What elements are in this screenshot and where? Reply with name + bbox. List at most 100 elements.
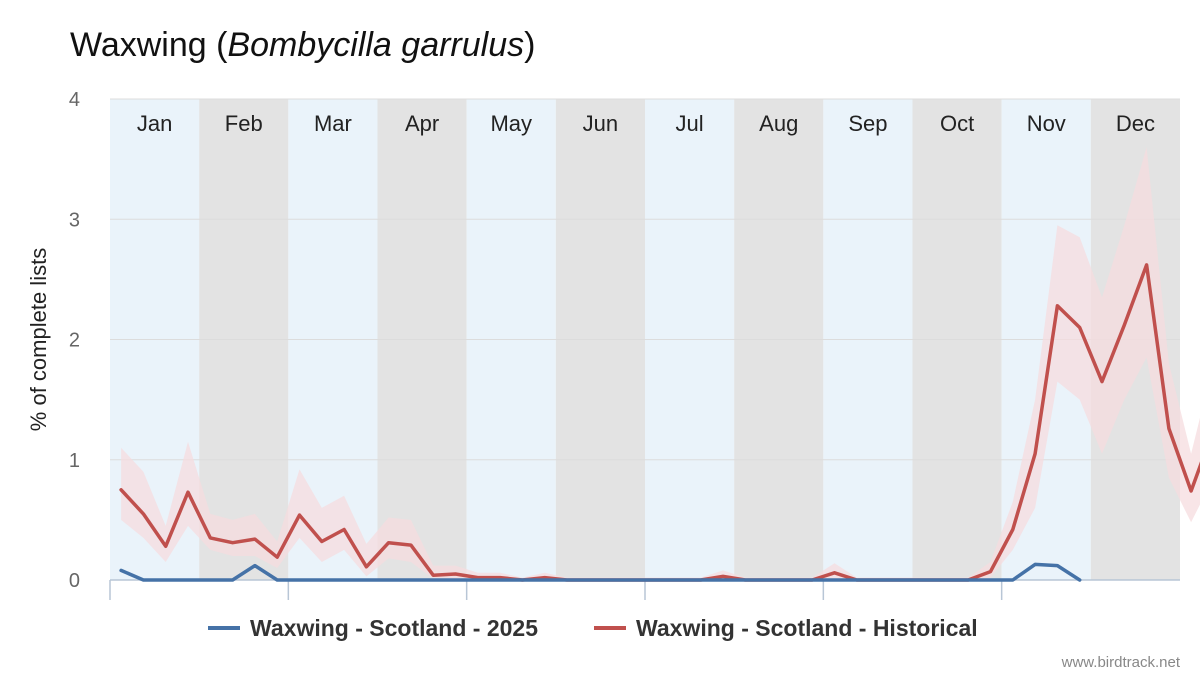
- series-historical-point: [1056, 304, 1059, 307]
- series-2025-point: [989, 579, 992, 582]
- series-2025-point: [499, 579, 502, 582]
- series-historical-point: [432, 574, 435, 577]
- y-tick-label: 2: [69, 330, 80, 352]
- series-2025-point: [855, 579, 858, 582]
- series-2025-point: [677, 579, 680, 582]
- series-2025-point: [320, 579, 323, 582]
- series-2025-point: [922, 579, 925, 582]
- series-2025-point: [432, 579, 435, 582]
- legend-2025-label: Waxwing - Scotland - 2025: [250, 615, 538, 641]
- month-label-aug: Aug: [759, 111, 798, 136]
- series-historical-point: [1145, 263, 1148, 266]
- series-2025-point: [164, 579, 167, 582]
- series-historical-point: [120, 488, 123, 491]
- series-historical-point: [164, 545, 167, 548]
- title-common-name: Waxwing: [70, 26, 207, 64]
- series-2025-point: [878, 579, 881, 582]
- series-historical-point: [409, 544, 412, 547]
- series-historical-point: [298, 514, 301, 517]
- series-2025-point: [365, 579, 368, 582]
- month-label-jun: Jun: [583, 111, 618, 136]
- month-label-sep: Sep: [848, 111, 887, 136]
- series-2025-point: [766, 579, 769, 582]
- title-scientific-name: Bombycilla garrulus: [227, 26, 525, 64]
- series-historical-point: [1123, 324, 1126, 327]
- series-2025-point: [944, 579, 947, 582]
- series-2025-point: [900, 579, 903, 582]
- series-historical-point: [454, 573, 457, 576]
- month-label-jan: Jan: [137, 111, 172, 136]
- series-historical-confidence-band: [121, 147, 1200, 580]
- series-2025-point: [722, 579, 725, 582]
- series-historical-point: [387, 541, 390, 544]
- series-historical-point: [1101, 380, 1104, 383]
- month-label-nov: Nov: [1027, 111, 1066, 136]
- y-tick-label: 4: [69, 89, 80, 111]
- series-2025-point: [276, 579, 279, 582]
- series-2025-point: [1078, 579, 1081, 582]
- series-2025-point: [610, 579, 613, 582]
- series-2025-point: [1011, 579, 1014, 582]
- series-historical-point: [1034, 452, 1037, 455]
- series-historical-point: [320, 540, 323, 543]
- series-2025-point: [521, 579, 524, 582]
- series-historical-point: [722, 575, 725, 578]
- series-2025-point: [543, 579, 546, 582]
- series-2025-point: [1034, 563, 1037, 566]
- series-historical-point: [276, 556, 279, 559]
- series-historical-point: [1011, 528, 1014, 531]
- series-2025-point: [811, 579, 814, 582]
- chart-title: Waxwing (Bombycilla garrulus): [70, 26, 536, 64]
- series-2025-point: [833, 579, 836, 582]
- series-2025-point: [120, 569, 123, 572]
- series-2025-point: [343, 579, 346, 582]
- series-2025-point: [387, 579, 390, 582]
- series-2025-line: [119, 562, 1082, 582]
- series-2025-point: [788, 579, 791, 582]
- series-2025-point: [454, 579, 457, 582]
- series-historical-point: [209, 536, 212, 539]
- series-historical-point: [365, 565, 368, 568]
- series-2025-point: [588, 579, 591, 582]
- series-historical-point: [231, 541, 234, 544]
- series-2025-point: [655, 579, 658, 582]
- series-2025-point: [566, 579, 569, 582]
- series-2025-point: [1056, 564, 1059, 567]
- month-label-may: May: [490, 111, 532, 136]
- series-historical-point: [253, 538, 256, 541]
- y-tick-label: 3: [69, 209, 80, 231]
- series-historical-point: [1167, 427, 1170, 430]
- series-historical-point: [833, 571, 836, 574]
- month-label-feb: Feb: [225, 111, 263, 136]
- month-label-apr: Apr: [405, 111, 439, 136]
- series-2025-point: [744, 579, 747, 582]
- series-historical-point: [187, 491, 190, 494]
- y-axis-label: % of complete lists: [26, 248, 51, 431]
- series-2025-point: [209, 579, 212, 582]
- month-label-mar: Mar: [314, 111, 352, 136]
- month-label-jul: Jul: [676, 111, 704, 136]
- series-2025-point: [409, 579, 412, 582]
- series-2025-point: [632, 579, 635, 582]
- series-2025-point: [253, 564, 256, 567]
- series-2025-point: [298, 579, 301, 582]
- series-2025-point: [187, 579, 190, 582]
- source-credit: www.birdtrack.net: [1061, 654, 1180, 671]
- series-2025-point: [142, 579, 145, 582]
- month-label-dec: Dec: [1116, 111, 1155, 136]
- series-2025-point: [967, 579, 970, 582]
- y-tick-label: 1: [69, 450, 80, 472]
- series-historical-point: [1078, 326, 1081, 329]
- series-historical-point: [1190, 490, 1193, 493]
- series-historical-point: [142, 512, 145, 515]
- legend-historical-label: Waxwing - Scotland - Historical: [636, 615, 978, 641]
- series-historical-point: [343, 528, 346, 531]
- y-tick-label: 0: [69, 570, 80, 592]
- series-2025-point: [231, 579, 234, 582]
- series-2025-point: [476, 579, 479, 582]
- series-2025-point: [699, 579, 702, 582]
- series-historical-point: [989, 570, 992, 573]
- month-label-oct: Oct: [940, 111, 974, 136]
